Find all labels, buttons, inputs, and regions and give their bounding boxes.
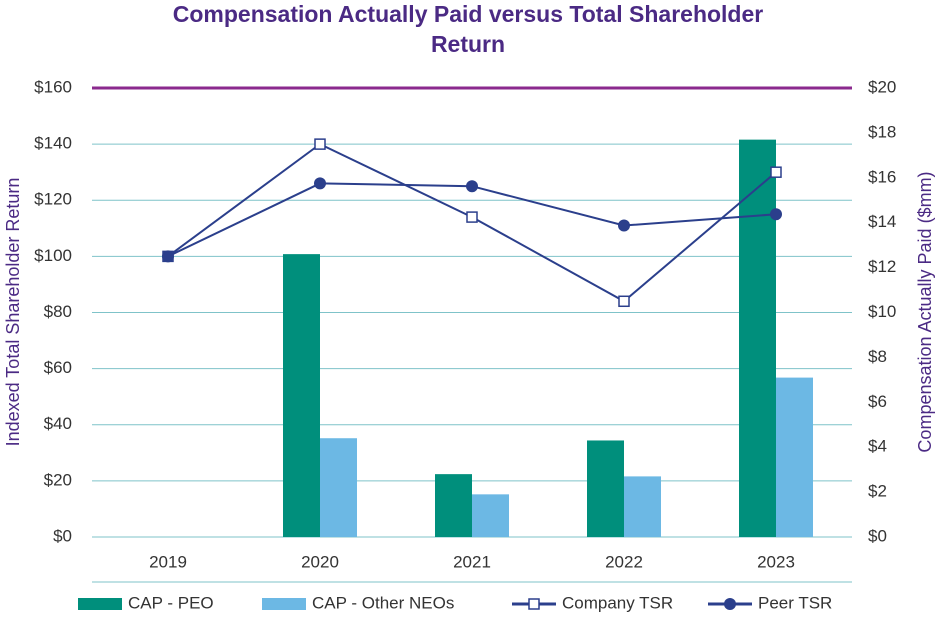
y-axis-label: Indexed Total Shareholder Return (3, 178, 23, 447)
line-marker (770, 166, 782, 178)
y2-tick-label: $20 (868, 77, 896, 96)
x-tick-label: 2019 (149, 552, 187, 571)
bar (587, 440, 624, 537)
y2-tick-label: $4 (868, 437, 887, 456)
y-tick-label: $160 (34, 77, 72, 96)
bar (472, 494, 509, 537)
y-tick-label: $20 (44, 470, 72, 489)
line-marker (618, 219, 630, 232)
y2-tick-label: $10 (868, 302, 896, 321)
bar (435, 474, 472, 537)
legend-marker (724, 598, 736, 610)
bar (739, 139, 776, 537)
line-marker (770, 208, 782, 221)
line-marker (466, 211, 478, 223)
line-marker (314, 177, 326, 190)
bar (283, 254, 320, 537)
bar (624, 476, 661, 537)
x-tick-label: 2020 (301, 552, 339, 571)
y-tick-label: $120 (34, 190, 72, 209)
chart-title: Compensation Actually Paid versus Total … (173, 1, 764, 57)
y2-tick-label: $18 (868, 122, 896, 141)
legend-label: CAP - PEO (128, 593, 214, 612)
y2-tick-label: $14 (868, 212, 896, 231)
line-marker (162, 250, 174, 263)
legend-swatch (78, 598, 122, 610)
legend-label: Peer TSR (758, 593, 832, 612)
y-tick-label: $100 (34, 246, 72, 265)
y-tick-label: $80 (44, 302, 72, 321)
line-marker (466, 180, 478, 193)
legend-label: CAP - Other NEOs (312, 593, 454, 612)
x-tick-label: 2022 (605, 552, 643, 571)
legend-label: Company TSR (562, 593, 673, 612)
y2-tick-label: $16 (868, 167, 896, 186)
y2-tick-label: $8 (868, 347, 887, 366)
y2-tick-label: $0 (868, 526, 887, 545)
x-tick-label: 2021 (453, 552, 491, 571)
legend-marker (528, 598, 540, 610)
y-tick-label: $140 (34, 134, 72, 153)
legend-swatch (262, 598, 306, 610)
bar (776, 377, 813, 537)
y2-tick-label: $2 (868, 482, 887, 501)
line-marker (618, 295, 630, 308)
bar (320, 438, 357, 537)
y2-axis-label: Compensation Actually Paid ($mm) (915, 171, 935, 452)
y2-tick-label: $6 (868, 392, 887, 411)
y-tick-label: $40 (44, 414, 72, 433)
y2-tick-label: $12 (868, 257, 896, 276)
x-tick-label: 2023 (757, 552, 795, 571)
y-tick-label: $0 (53, 526, 72, 545)
line-marker (314, 138, 326, 150)
y-tick-label: $60 (44, 358, 72, 377)
